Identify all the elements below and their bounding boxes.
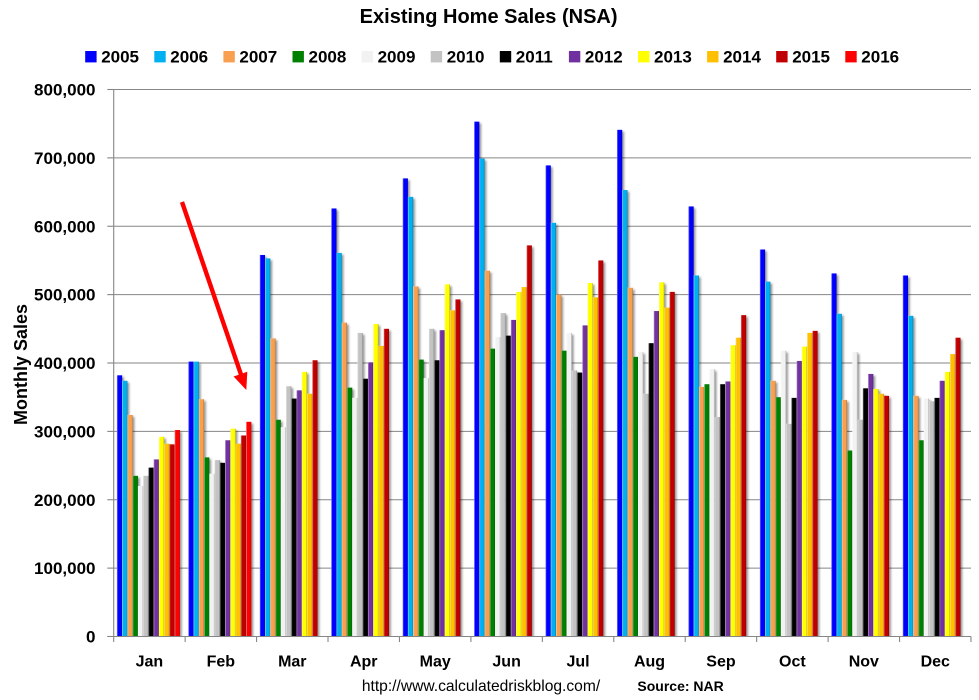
- svg-text:2005: 2005: [101, 48, 139, 67]
- svg-text:Source: NAR: Source: NAR: [637, 678, 723, 694]
- svg-text:2007: 2007: [239, 48, 277, 67]
- svg-text:Jul: Jul: [566, 654, 589, 671]
- svg-text:Oct: Oct: [779, 654, 806, 671]
- svg-text:800,000: 800,000: [34, 81, 95, 100]
- svg-text:2015: 2015: [792, 48, 830, 67]
- svg-text:100,000: 100,000: [34, 559, 95, 578]
- svg-text:400,000: 400,000: [34, 354, 95, 373]
- svg-text:Monthly Sales: Monthly Sales: [11, 304, 31, 425]
- svg-text:Sep: Sep: [706, 654, 736, 671]
- svg-text:2008: 2008: [309, 48, 347, 67]
- svg-text:0: 0: [86, 628, 95, 647]
- svg-text:Jun: Jun: [492, 654, 520, 671]
- svg-text:Nov: Nov: [849, 654, 879, 671]
- svg-text:May: May: [420, 654, 451, 671]
- svg-text:2016: 2016: [861, 48, 899, 67]
- svg-text:2010: 2010: [447, 48, 485, 67]
- svg-text:2014: 2014: [723, 48, 761, 67]
- svg-text:http://www.calculatedriskblog.: http://www.calculatedriskblog.com/: [362, 678, 601, 695]
- svg-text:2013: 2013: [654, 48, 692, 67]
- svg-text:Apr: Apr: [350, 654, 378, 671]
- svg-text:2009: 2009: [378, 48, 416, 67]
- svg-text:Mar: Mar: [278, 654, 306, 671]
- svg-text:700,000: 700,000: [34, 149, 95, 168]
- svg-text:Jan: Jan: [136, 654, 164, 671]
- svg-text:300,000: 300,000: [34, 422, 95, 441]
- svg-text:Existing Home Sales (NSA): Existing Home Sales (NSA): [360, 6, 618, 28]
- svg-text:Feb: Feb: [207, 654, 236, 671]
- svg-text:600,000: 600,000: [34, 217, 95, 236]
- svg-text:200,000: 200,000: [34, 491, 95, 510]
- svg-text:Dec: Dec: [921, 654, 950, 671]
- svg-text:500,000: 500,000: [34, 286, 95, 305]
- svg-text:2011: 2011: [516, 48, 553, 67]
- svg-text:Aug: Aug: [634, 654, 665, 671]
- svg-text:2012: 2012: [585, 48, 623, 67]
- svg-text:2006: 2006: [170, 48, 208, 67]
